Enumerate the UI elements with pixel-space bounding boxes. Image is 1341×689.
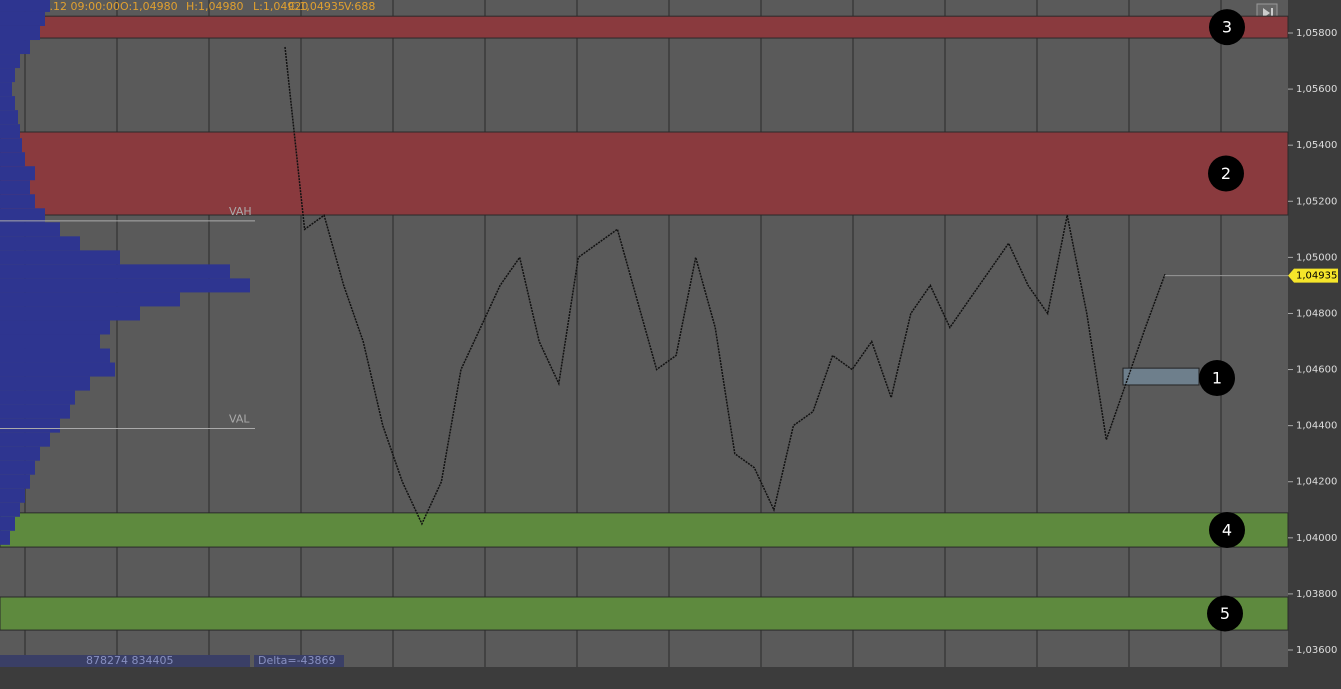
price-tick-label: 1,03600 — [1296, 645, 1337, 656]
profile-bar — [0, 236, 80, 251]
price-tick-label: 1,05400 — [1296, 140, 1337, 151]
zone-label: 5 — [1220, 604, 1230, 623]
profile-bar — [0, 82, 12, 97]
zone — [0, 512, 1289, 548]
profile-bar — [0, 320, 110, 335]
profile-bar — [0, 516, 15, 531]
price-tick-label: 1,04800 — [1296, 308, 1337, 319]
price-tick-label: 1,04200 — [1296, 477, 1337, 488]
profile-bar — [0, 362, 115, 377]
time-grid — [24, 0, 1222, 667]
profile-bar — [0, 194, 35, 209]
profile-bar — [0, 306, 140, 321]
zone — [0, 131, 1289, 216]
profile-bar — [0, 124, 20, 139]
profile-bar — [0, 278, 250, 293]
profile-bar — [0, 390, 75, 405]
profile-bar — [0, 166, 35, 181]
zone-label: 4 — [1222, 520, 1232, 539]
current-price-label: 1,04935 — [1296, 271, 1337, 282]
close: C:1,04935 — [288, 0, 345, 13]
profile-bar — [0, 334, 100, 349]
profile-bar — [0, 25, 40, 41]
zone-label: 2 — [1221, 164, 1231, 183]
current-price-flag — [1288, 268, 1338, 283]
scroll-end-icon — [1263, 8, 1273, 18]
zone-marker — [1209, 9, 1245, 46]
price-axis — [1288, 0, 1341, 689]
zone-label: 1 — [1212, 369, 1222, 388]
profile-bar — [0, 264, 230, 279]
price-tick-label: 1,04000 — [1296, 533, 1337, 544]
plot-area — [0, 0, 1288, 667]
profile-bar — [0, 222, 60, 237]
price-tick-label: 1,05600 — [1296, 84, 1337, 95]
profile-bar — [0, 404, 70, 419]
profile-bar — [0, 250, 120, 265]
price-tick-label: 1,05000 — [1296, 252, 1337, 263]
price-tick-label: 1,03800 — [1296, 589, 1337, 600]
profile-bar — [0, 432, 50, 447]
profile-bar — [0, 474, 30, 489]
price-tick-label: 1,05200 — [1296, 196, 1337, 207]
price-tick-label: 1,04400 — [1296, 421, 1337, 432]
price-tick-label: 1,05800 — [1296, 28, 1337, 39]
zone-label: 3 — [1222, 18, 1232, 37]
profile-bar — [0, 110, 18, 125]
low: L:1,04920 — [253, 0, 308, 13]
zone — [0, 15, 1289, 39]
high: H:1,04980 — [186, 0, 243, 13]
profile-bar — [0, 96, 15, 111]
zone — [0, 596, 1289, 631]
footer-delta: Delta=-43869 — [258, 654, 336, 667]
profile-bar — [0, 488, 25, 503]
footer-volumes: 878274 834405 — [86, 654, 173, 667]
profile-bar — [0, 208, 45, 223]
zone-marker — [1199, 360, 1235, 396]
zone-marker — [1207, 595, 1243, 632]
volume: V:688 — [344, 0, 375, 13]
delta-box — [254, 655, 344, 667]
profile-bar — [0, 292, 180, 307]
profile-bar — [0, 68, 15, 83]
profile-bar — [0, 348, 110, 363]
profile-bar — [0, 0, 50, 12]
profile-bar — [0, 460, 35, 475]
footer-box — [0, 655, 250, 667]
vah-label: VAH — [229, 205, 252, 218]
profile-bar — [0, 40, 30, 55]
time-axis — [0, 667, 1288, 689]
val-label: VAL — [229, 412, 250, 425]
profile-bar — [0, 180, 30, 195]
header: 2016 29.12 09:00:00 O:1,04980 H:1,04980 … — [4, 0, 375, 13]
profile-bar — [0, 11, 45, 26]
price-tick-label: 1,04600 — [1296, 365, 1337, 376]
profile-bar — [0, 54, 20, 69]
open: O:1,04980 — [120, 0, 178, 13]
profile-bar — [0, 152, 25, 167]
zone-marker — [1209, 511, 1245, 548]
profile-bar — [0, 530, 10, 545]
profile-bar — [0, 376, 90, 391]
zone-marker — [1208, 155, 1244, 192]
profile-bar — [0, 418, 60, 433]
price-trace — [284, 46, 1166, 526]
zone — [1122, 367, 1200, 386]
profile-bar — [0, 138, 22, 153]
profile-bar — [0, 502, 20, 517]
profile-bar — [0, 446, 40, 461]
